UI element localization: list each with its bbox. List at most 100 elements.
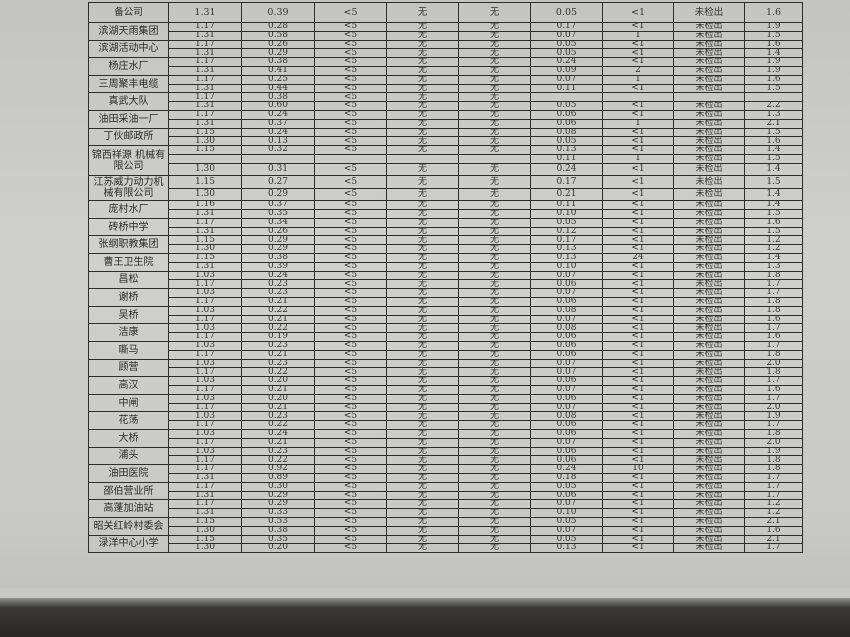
- value-cell-col3: <5: [314, 65, 387, 76]
- value-cell-col4: 无: [386, 428, 459, 439]
- value-cell-col1: 1.31: [168, 209, 242, 219]
- value-cell-col2: 0.24: [241, 428, 315, 439]
- value-cell-col9: 1.2: [744, 508, 803, 518]
- value-cell-col7: <1: [602, 217, 674, 228]
- value-cell-col8: 未检出: [673, 22, 745, 32]
- value-cell-col1: 1.30: [168, 162, 242, 177]
- value-cell-col1: 1.17: [168, 297, 242, 307]
- value-cell-col7: <1: [602, 305, 674, 316]
- value-cell-col9: 1.5: [744, 153, 803, 164]
- value-cell-col8: 未检出: [673, 209, 745, 219]
- value-cell-col7: <1: [602, 209, 674, 219]
- value-cell-col2: 0.23: [241, 358, 315, 369]
- value-cell-col8: 未检出: [673, 341, 745, 351]
- value-cell-col9: 1.4: [744, 200, 803, 211]
- value-cell-col3: <5: [314, 384, 387, 395]
- value-cell-col7: <1: [602, 534, 674, 545]
- value-cell-col4: 无: [386, 543, 459, 554]
- value-cell-col1: 1.03: [168, 341, 242, 351]
- value-cell-col3: <5: [314, 261, 387, 272]
- value-cell-col2: 0.30: [241, 481, 315, 492]
- value-cell-col9: 1.7: [744, 420, 803, 430]
- value-cell-col6: 0.07: [530, 30, 603, 41]
- value-cell-col8: 未检出: [673, 534, 745, 545]
- value-cell-col6: 0.07: [530, 384, 603, 395]
- value-cell-col5: 无: [458, 332, 531, 342]
- value-cell-col5: 无: [458, 384, 531, 395]
- value-cell-col4: 无: [386, 534, 459, 545]
- value-cell-col3: <5: [314, 244, 387, 255]
- value-cell-col4: 无: [386, 118, 459, 129]
- value-cell-col4: 无: [386, 48, 459, 59]
- value-cell-col1: 1.30: [168, 187, 242, 202]
- value-cell-col2: 0.21: [241, 384, 315, 395]
- value-cell-col5: 无: [458, 349, 531, 360]
- value-cell-col2: 0.29: [241, 187, 315, 202]
- table-row: 1.17 0.21 <5 无无 0.07 <1 未检出 2.0: [89, 437, 803, 448]
- value-cell-col1: 1.17: [168, 349, 242, 360]
- value-cell-col4: [386, 153, 459, 164]
- value-cell-col6: 0.08: [530, 305, 603, 316]
- value-cell-col2: 0.21: [241, 402, 315, 413]
- value-cell-col4: 无: [386, 393, 459, 404]
- value-cell-col3: <5: [314, 472, 387, 483]
- value-cell-col6: 0.06: [530, 428, 603, 439]
- value-cell-col5: 无: [458, 127, 531, 138]
- table-row: 1.31 0.58 <5 无无 0.07 1 未检出 1.5: [89, 30, 803, 41]
- value-cell-col2: 0.22: [241, 305, 315, 316]
- table-row: 真武大队 1.17 0.38 <5 无无: [88, 92, 803, 111]
- value-cell-col1: 1.15: [168, 534, 242, 545]
- value-cell-col5: 无: [458, 22, 531, 32]
- value-cell-col6: 0.10: [530, 508, 603, 518]
- value-cell-col7: <1: [602, 244, 674, 255]
- value-cell-col9: 2.0: [744, 402, 803, 413]
- table-row: 1.31 0.41 <5 无无 0.09 2 未检出 1.9: [89, 65, 803, 76]
- value-cell-col1: 1.17: [168, 217, 242, 228]
- table-row: 邵伯营业所 1.17 0.30 <5 无无 0.05 <1 未检出 1.7: [88, 481, 803, 501]
- value-cell-col3: <5: [314, 420, 387, 430]
- table-row: 1.17 0.21 <5 无无 0.06 <1 未检出 1.8: [89, 349, 803, 360]
- value-cell-col6: 0.08: [530, 127, 603, 138]
- value-cell-col9: 1.9: [744, 22, 803, 32]
- value-cell-col6: 0.13: [530, 244, 603, 255]
- value-cell-col2: 0.21: [241, 349, 315, 360]
- value-cell-col5: 无: [458, 455, 531, 466]
- site-name-cell: 大桥: [88, 428, 169, 448]
- value-cell-col6: 0.06: [530, 420, 603, 430]
- value-cell-col8: 未检出: [673, 314, 745, 325]
- value-cell-col5: 无: [458, 2, 531, 23]
- value-cell-col5: 无: [458, 323, 531, 334]
- value-cell-col9: 1.7: [744, 490, 803, 501]
- value-cell-col7: <1: [602, 516, 674, 527]
- value-cell-col7: <1: [602, 420, 674, 430]
- value-cell-col7: <1: [602, 109, 674, 120]
- value-cell-col3: <5: [314, 127, 387, 138]
- table-row: 1.30 0.29 <5 无无 0.13 <1 未检出 1.2: [89, 244, 803, 255]
- value-cell-col2: 0.21: [241, 437, 315, 448]
- value-cell-col9: 1.5: [744, 209, 803, 219]
- table-row: 渌洋中心小学 1.15 0.35 <5 无无 0.05 <1 未检出 2.1: [88, 534, 803, 554]
- table-row: 1.31 0.35 <5 无无 0.10 <1 未检出 1.5: [89, 209, 803, 219]
- value-cell-col4: 无: [386, 22, 459, 32]
- value-cell-col6: 0.06: [530, 297, 603, 307]
- value-cell-col3: <5: [314, 305, 387, 316]
- site-name-cell: 张纲职教集团: [88, 235, 169, 255]
- site-name-cell: 渌洋中心小学: [88, 534, 169, 554]
- value-cell-col2: 0.39: [241, 261, 315, 272]
- value-cell-col3: <5: [314, 543, 387, 554]
- value-cell-col3: <5: [314, 323, 387, 334]
- value-cell-col5: 无: [458, 402, 531, 413]
- value-cell-col5: 无: [458, 39, 531, 50]
- value-cell-col8: 未检出: [673, 288, 745, 299]
- value-cell-col2: 0.26: [241, 39, 315, 50]
- value-cell-col1: 1.31: [168, 83, 242, 94]
- value-cell-col8: 未检出: [673, 101, 745, 111]
- value-cell-col1: 1.17: [168, 455, 242, 466]
- value-cell-col8: 未检出: [673, 235, 745, 246]
- value-cell-col2: 0.35: [241, 534, 315, 545]
- value-cell-col4: 无: [386, 101, 459, 111]
- value-cell-col9: 2.0: [744, 358, 803, 369]
- value-cell-col3: [314, 153, 387, 164]
- value-cell-col5: 无: [458, 217, 531, 228]
- water-test-results-table: 备公司 1.31 0.39 <5 无无 0.05 <1 未检出 1.6 滨湖天雨集团 1.17 0.2…: [88, 2, 803, 554]
